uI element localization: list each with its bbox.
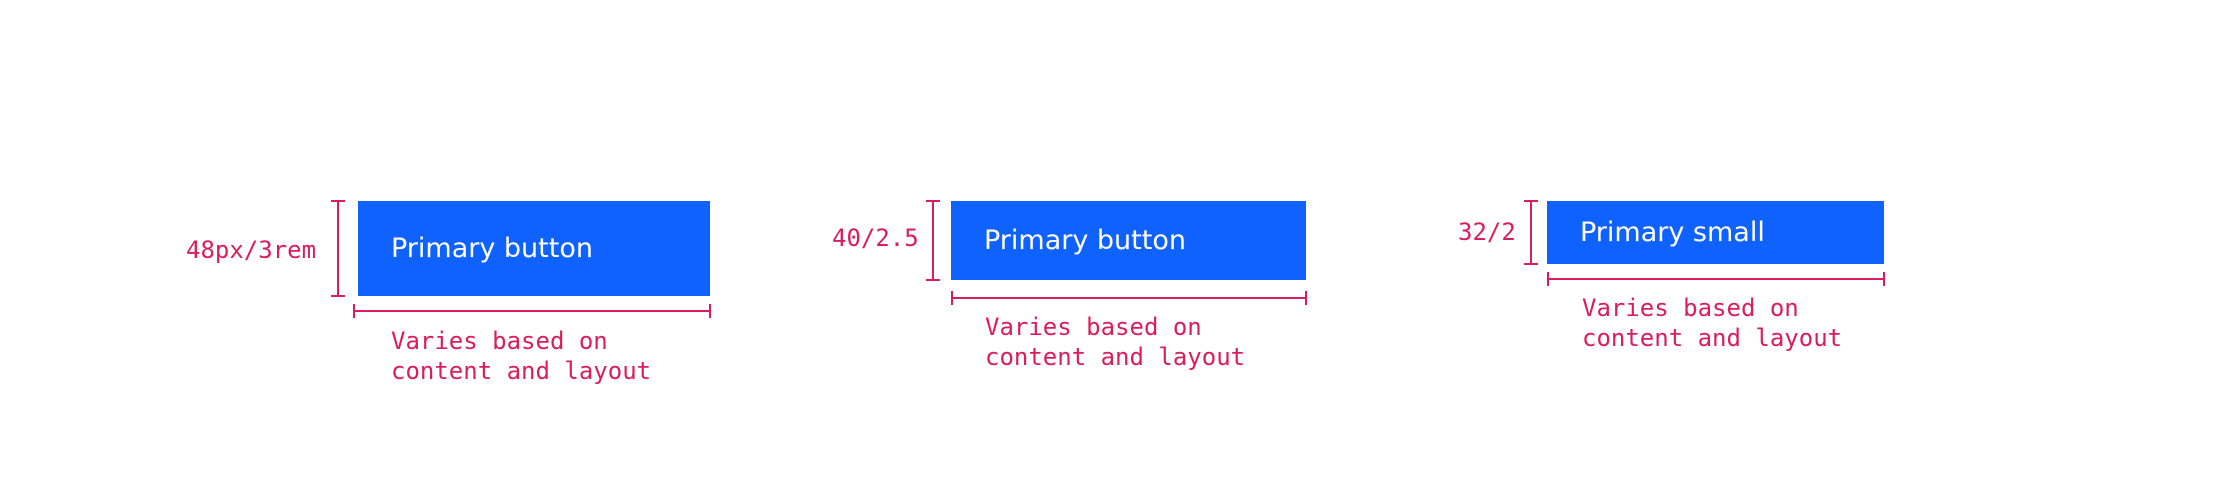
height-bracket-small bbox=[1524, 200, 1538, 265]
width-note-medium: Varies based on content and layout bbox=[985, 312, 1245, 372]
primary-button-large[interactable]: Primary button bbox=[358, 201, 710, 296]
width-note-line-2: content and layout bbox=[985, 343, 1246, 371]
primary-button-small[interactable]: Primary small bbox=[1547, 201, 1884, 264]
width-note-line-2: content and layout bbox=[391, 357, 652, 385]
height-label-large: 48px/3rem bbox=[186, 236, 317, 264]
width-note-line-1: Varies based on bbox=[391, 327, 608, 355]
width-bracket-medium bbox=[951, 291, 1307, 305]
width-bracket-large bbox=[353, 304, 711, 318]
height-bracket-large bbox=[331, 200, 345, 297]
height-label-small: 32/2 bbox=[1458, 218, 1516, 246]
width-note-line-1: Varies based on bbox=[985, 313, 1202, 341]
primary-button-medium[interactable]: Primary button bbox=[951, 201, 1306, 280]
width-bracket-small bbox=[1547, 272, 1885, 286]
width-note-line-2: content and layout bbox=[1582, 324, 1843, 352]
height-bracket-medium bbox=[926, 200, 940, 281]
width-note-line-1: Varies based on bbox=[1582, 294, 1799, 322]
width-note-small: Varies based on content and layout bbox=[1582, 293, 1842, 353]
height-label-medium: 40/2.5 bbox=[832, 224, 919, 252]
width-note-large: Varies based on content and layout bbox=[391, 326, 651, 386]
